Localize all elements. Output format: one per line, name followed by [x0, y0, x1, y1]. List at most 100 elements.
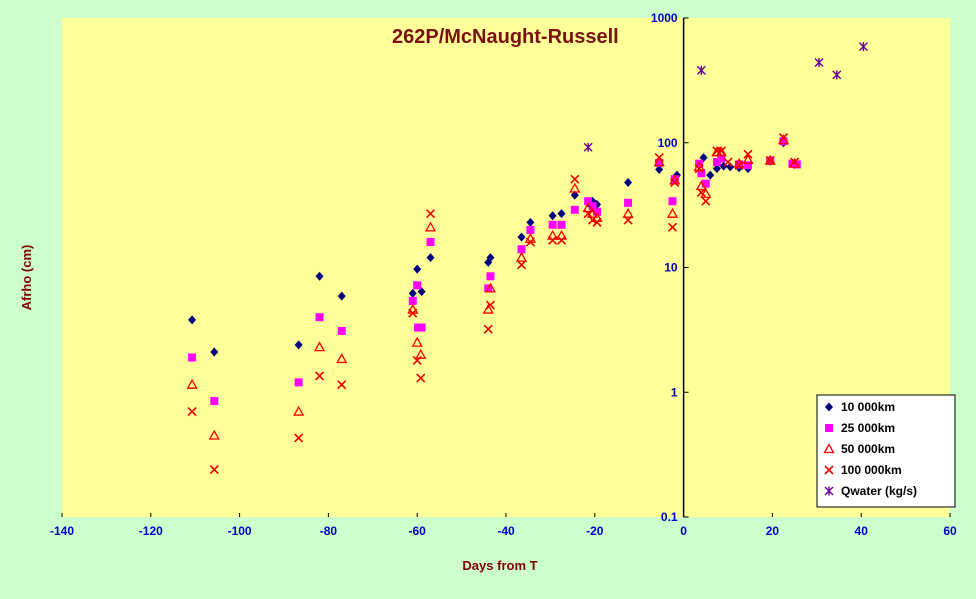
y-tick-label: 100	[658, 136, 678, 150]
data-point	[548, 235, 558, 245]
data-point	[694, 164, 704, 174]
legend-item: Qwater (kg/s)	[824, 484, 917, 498]
data-point	[622, 207, 634, 218]
data-point	[485, 300, 496, 310]
legend-label: Qwater (kg/s)	[841, 484, 917, 498]
data-point	[525, 237, 535, 247]
data-point	[706, 170, 715, 180]
data-point	[188, 315, 197, 325]
data-point	[624, 198, 633, 207]
data-point	[337, 291, 346, 301]
legend-marker	[825, 402, 833, 412]
data-point	[416, 373, 426, 383]
data-point	[832, 70, 842, 80]
data-point	[486, 253, 495, 263]
data-point	[583, 209, 593, 219]
data-point	[655, 158, 664, 167]
y-axis-ticks: 0.1 1 10 100 1000	[651, 11, 689, 524]
data-point	[408, 288, 417, 298]
data-point	[484, 282, 497, 293]
x-tick-label: 20	[766, 524, 780, 538]
legend-item: 25 000km	[825, 421, 895, 435]
y-tick-label: 1000	[651, 11, 678, 25]
data-point	[570, 174, 580, 184]
data-point	[670, 175, 679, 184]
data-point	[187, 407, 197, 417]
data-point	[788, 157, 801, 168]
data-point	[557, 220, 566, 229]
data-point	[814, 57, 824, 67]
data-point	[408, 308, 418, 318]
data-point	[293, 405, 305, 416]
data-point	[666, 207, 679, 218]
data-point	[667, 222, 678, 232]
data-point	[517, 245, 526, 254]
data-point	[425, 209, 436, 219]
legend: 10 000km 25 000km 50 000km 100 000km Qwater …	[816, 394, 956, 508]
data-point	[548, 211, 557, 221]
series-3	[187, 133, 800, 475]
data-point	[426, 253, 435, 263]
x-tick-label: -20	[586, 524, 604, 538]
data-point	[695, 180, 707, 191]
x-axis-title: Days from T	[462, 558, 537, 573]
data-point	[526, 225, 535, 234]
data-point	[765, 155, 775, 166]
y-tick-label: 0.1	[661, 510, 678, 524]
data-point	[209, 465, 219, 475]
legend-item: 10 000km	[825, 400, 895, 414]
data-point	[697, 169, 706, 178]
x-tick-label: 0	[680, 524, 687, 538]
legend-label: 100 000km	[841, 463, 902, 477]
data-point	[413, 281, 422, 290]
legend-marker	[823, 443, 835, 454]
plot-area	[62, 18, 950, 517]
x-tick-label: -60	[409, 524, 427, 538]
data-point	[670, 177, 680, 188]
data-point	[210, 397, 219, 406]
data-point	[734, 160, 744, 170]
data-point	[743, 149, 753, 159]
data-point	[743, 161, 752, 170]
data-point	[413, 264, 422, 274]
data-point	[700, 187, 712, 198]
data-point	[526, 217, 535, 227]
data-point	[717, 154, 726, 163]
data-point	[716, 146, 726, 156]
data-point	[858, 42, 868, 52]
data-point	[569, 182, 581, 193]
data-point	[336, 353, 348, 364]
data-point	[712, 158, 721, 167]
y-tick-label: 1	[671, 385, 678, 399]
series-layer	[186, 42, 868, 475]
data-point	[555, 229, 568, 240]
data-point	[593, 207, 602, 216]
data-point	[556, 235, 567, 245]
data-point	[623, 215, 633, 225]
data-point	[313, 341, 326, 352]
data-point	[592, 217, 602, 227]
data-point	[548, 220, 557, 229]
data-point	[557, 209, 566, 219]
data-point	[412, 355, 422, 365]
data-point	[486, 272, 495, 281]
data-point	[779, 137, 788, 146]
x-tick-label: 60	[943, 524, 957, 538]
data-point	[516, 260, 527, 270]
data-point	[624, 178, 633, 188]
data-point	[570, 205, 579, 214]
x-tick-label: 40	[855, 524, 869, 538]
legend-marker	[824, 486, 834, 496]
data-point	[583, 142, 593, 152]
data-point	[712, 164, 721, 174]
data-point	[701, 196, 711, 206]
data-point	[424, 221, 437, 232]
data-point	[790, 157, 800, 167]
y-axis-title: Afrho (cm)	[19, 245, 34, 311]
data-point	[210, 347, 219, 357]
data-point	[415, 348, 427, 359]
data-point	[188, 353, 197, 362]
data-point	[208, 429, 220, 440]
legend-item: 50 000km	[823, 442, 895, 456]
